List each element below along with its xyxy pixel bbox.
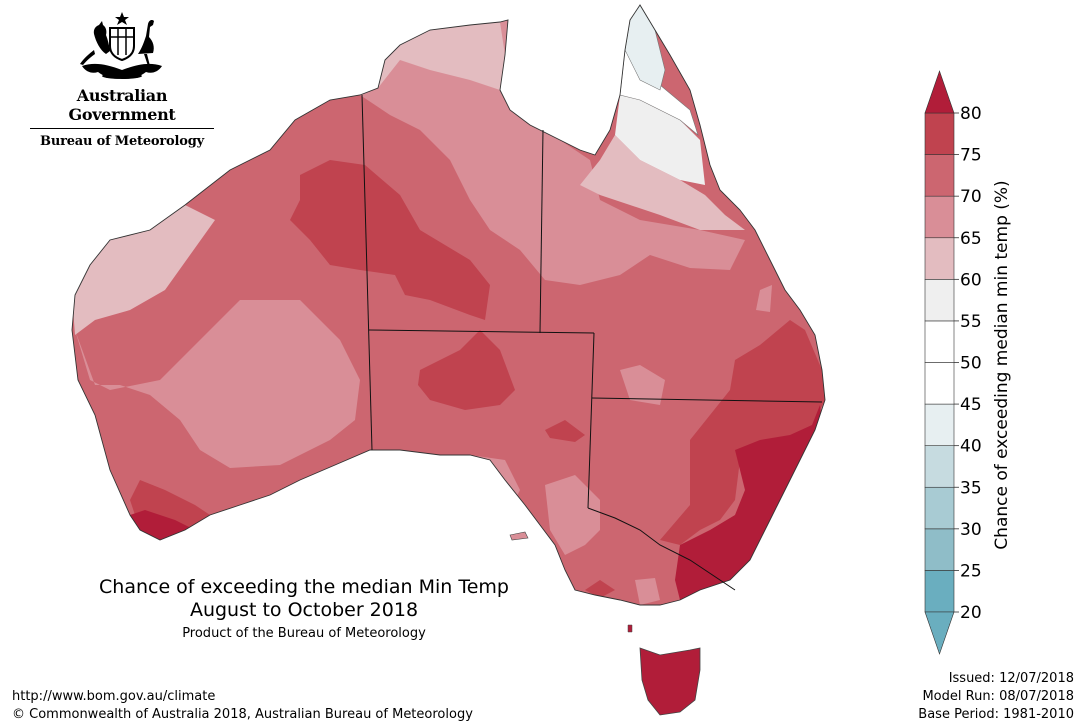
region-80-tasmania bbox=[639, 647, 701, 716]
legend-bands bbox=[924, 70, 955, 655]
region-80-nsw-vic bbox=[675, 405, 822, 600]
legend-band bbox=[924, 112, 955, 155]
government-name: Australian Government bbox=[68, 86, 176, 124]
region-65-vic bbox=[635, 578, 660, 605]
region-60-west bbox=[72, 205, 215, 335]
legend-ticks: 20 25 30 35 40 45 50 55 60 65 70 75 80 bbox=[954, 104, 982, 623]
legend-band bbox=[924, 195, 955, 239]
map-product: Product of the Bureau of Meteorology bbox=[182, 626, 426, 641]
region-65-inland bbox=[620, 365, 665, 405]
legend-tick-label: 60 bbox=[960, 270, 982, 290]
coastline bbox=[71, 4, 826, 606]
legend-tick-label: 25 bbox=[960, 561, 982, 581]
coat-of-arms-icon bbox=[80, 12, 162, 79]
legend-band bbox=[924, 403, 955, 446]
legend-band bbox=[924, 570, 955, 613]
legend-band bbox=[924, 486, 955, 530]
region-75-central bbox=[418, 330, 515, 410]
region-65-west bbox=[75, 300, 360, 468]
king-island bbox=[627, 624, 633, 633]
legend-band bbox=[924, 237, 955, 280]
legend-band bbox=[924, 528, 955, 571]
legend-tick-label: 55 bbox=[960, 312, 982, 332]
legend-tick-label: 50 bbox=[960, 354, 982, 374]
region-75-central-north bbox=[290, 160, 490, 320]
logo-divider bbox=[30, 128, 214, 129]
legend-tick-label: 65 bbox=[960, 229, 982, 249]
legend-tick-label: 20 bbox=[960, 603, 982, 623]
region-75-nsw bbox=[660, 320, 825, 545]
map-title: Chance of exceeding the median Min Temp bbox=[99, 576, 509, 598]
map-title-block: Chance of exceeding the median Min Temp … bbox=[60, 576, 548, 641]
legend-tick-label: 35 bbox=[960, 478, 982, 498]
legend-tick-label: 40 bbox=[960, 437, 982, 457]
legend-label: Chance of exceeding median min temp (%) bbox=[992, 180, 1012, 549]
region-75-sa-small bbox=[545, 420, 585, 442]
legend-tick-label: 70 bbox=[960, 187, 982, 207]
legend-band bbox=[924, 320, 955, 363]
legend-band bbox=[924, 362, 955, 405]
region-60-qld bbox=[580, 135, 745, 230]
region-55-cape bbox=[615, 95, 705, 185]
legend-tick-label: 75 bbox=[960, 146, 982, 166]
legend-band bbox=[924, 279, 955, 322]
bom-logo: Australian Government Bureau of Meteorol… bbox=[22, 10, 222, 149]
state-borders bbox=[361, 94, 823, 591]
footer-left: http://www.bom.gov.au/climate © Commonwe… bbox=[12, 688, 473, 724]
legend-arrow-bottom bbox=[924, 611, 955, 655]
region-60-north bbox=[378, 22, 505, 90]
model-run-date: Model Run: 08/07/2018 bbox=[922, 689, 1074, 704]
region-65-north bbox=[360, 20, 745, 285]
region-65-gulf bbox=[545, 475, 600, 555]
issued-date: Issued: 12/07/2018 bbox=[948, 671, 1074, 686]
copyright-text: © Commonwealth of Australia 2018, Austra… bbox=[12, 707, 473, 722]
legend-tick-label: 45 bbox=[960, 395, 982, 415]
legend-band bbox=[924, 445, 955, 488]
legend-tick-label: 80 bbox=[960, 104, 982, 124]
source-url: http://www.bom.gov.au/climate bbox=[12, 689, 216, 704]
legend-band bbox=[924, 154, 955, 197]
base-period: Base Period: 1981-2010 bbox=[918, 707, 1074, 722]
region-75-vic bbox=[585, 580, 615, 598]
map-period: August to October 2018 bbox=[189, 599, 419, 621]
legend-tick-label: 30 bbox=[960, 520, 982, 540]
agency-name: Bureau of Meteorology bbox=[40, 134, 204, 149]
kangaroo-island bbox=[509, 531, 529, 541]
legend-arrow-top bbox=[924, 70, 955, 114]
region-65-coast bbox=[756, 285, 772, 312]
footer-right: Issued: 12/07/2018 Model Run: 08/07/2018… bbox=[918, 670, 1074, 724]
